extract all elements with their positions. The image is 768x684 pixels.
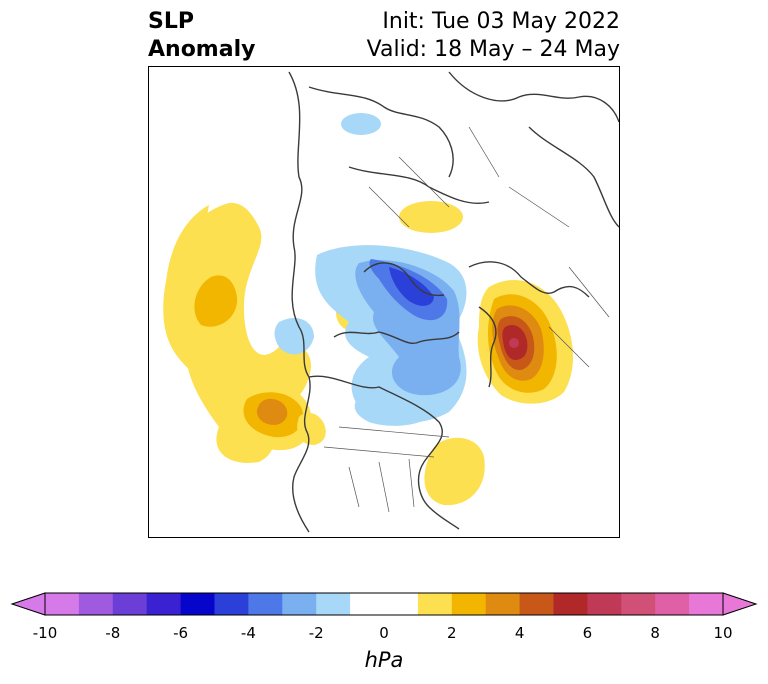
colorbar-segment (78, 593, 114, 615)
anomaly-aleutian-core (256, 398, 288, 425)
colorbar-segment (316, 593, 351, 615)
colorbar-segment (214, 593, 249, 615)
colorbar-segment (655, 593, 690, 615)
colorbar-segment (519, 593, 554, 615)
colorbar-tick-label: -8 (105, 624, 121, 642)
colorbar-segment (112, 593, 148, 615)
slp-anomaly-map (163, 71, 619, 533)
colorbar-segment (146, 593, 182, 615)
map-panel (148, 66, 620, 538)
anomaly-pacific-core (194, 275, 238, 327)
colorbar-segment (451, 593, 487, 615)
colorbar-tick-label: -4 (240, 624, 256, 642)
anomaly-arctic-neg-core2 (389, 267, 434, 306)
colorbar-segment (282, 593, 317, 615)
colorbar-segments (45, 593, 724, 615)
anomaly-w-atlantic (424, 437, 485, 506)
colorbar-segment (384, 593, 419, 615)
colorbar-segment (180, 593, 215, 615)
map-subtitle: Init: Tue 03 May 2022 Valid: 18 May – 24… (367, 8, 620, 64)
colorbar-tick-label: 6 (582, 624, 593, 642)
colorbar-segment (587, 593, 622, 615)
title-line-2: Anomaly (148, 37, 256, 62)
colorbar (10, 592, 758, 616)
colorbar-segment (621, 593, 656, 615)
colorbar-left-extend (10, 592, 46, 616)
colorbar-tick-label: 4 (514, 624, 525, 642)
colorbar-right-extend (722, 592, 758, 616)
anomaly-pacific-main (163, 202, 312, 413)
colorbar-tick-label: -2 (308, 624, 324, 642)
colorbar-tick-label: 0 (379, 624, 389, 642)
anomaly-fields (163, 113, 574, 506)
anomaly-bc-coast (297, 412, 326, 445)
colorbar-segment (248, 593, 283, 615)
colorbar-segment (350, 593, 385, 615)
anomaly-scand-core (509, 338, 519, 348)
colorbar-tick-label: 8 (650, 624, 660, 642)
valid-range: Valid: 18 May – 24 May (366, 37, 620, 62)
anomaly-central-asia (399, 201, 463, 233)
colorbar-segment (553, 593, 588, 615)
colorbar-tick-label: -6 (173, 624, 189, 642)
borders (323, 126, 610, 513)
anomaly-hudson-neg (354, 392, 434, 426)
title-line-1: SLP (148, 9, 194, 34)
colorbar-segment (417, 593, 453, 615)
colorbar-segment (45, 593, 80, 615)
colorbar-tick-label: 2 (447, 624, 457, 642)
colorbar-segment (485, 593, 521, 615)
colorbar-tick-label: -10 (32, 624, 58, 642)
colorbar-tick-label: 10 (713, 624, 733, 642)
colorbar-segment (689, 593, 724, 615)
map-title: SLP Anomaly (148, 8, 255, 64)
init-date: Init: Tue 03 May 2022 (382, 9, 620, 34)
anomaly-east-asia-neg (341, 113, 381, 135)
colorbar-unit: hPa (364, 648, 404, 672)
